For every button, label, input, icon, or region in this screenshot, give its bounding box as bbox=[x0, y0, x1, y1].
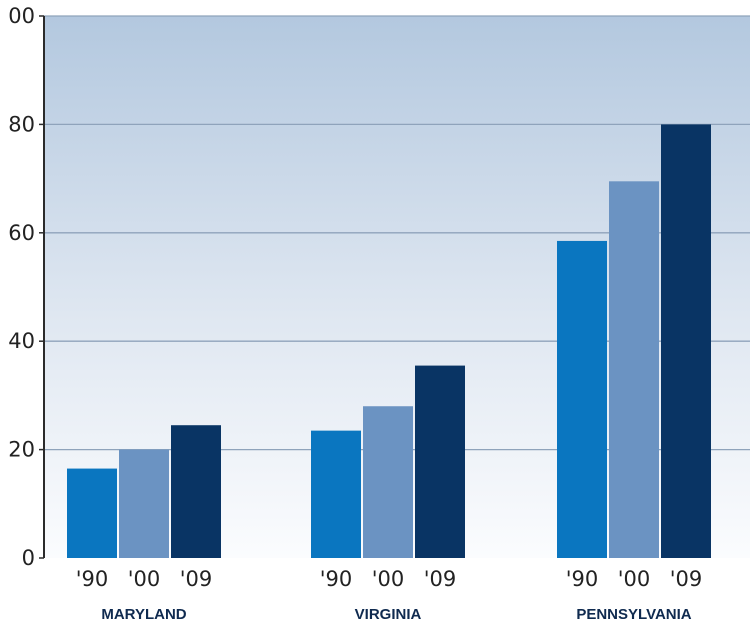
x-tick-label: '90 bbox=[566, 567, 599, 591]
y-tick-label: 0 bbox=[22, 546, 35, 570]
x-tick-label: '00 bbox=[618, 567, 651, 591]
x-tick-label: '00 bbox=[372, 567, 405, 591]
y-tick-label: 80 bbox=[8, 112, 35, 136]
bar bbox=[171, 425, 221, 558]
bar bbox=[363, 406, 413, 558]
x-tick-label: '90 bbox=[76, 567, 109, 591]
x-tick-label: '09 bbox=[670, 567, 703, 591]
bar bbox=[119, 449, 169, 558]
x-tick-label: '00 bbox=[128, 567, 161, 591]
x-tick-label: '09 bbox=[180, 567, 213, 591]
bar bbox=[311, 430, 361, 558]
category-label: MARYLAND bbox=[101, 606, 186, 623]
category-label: PENNSYLVANIA bbox=[576, 606, 691, 623]
y-tick-label: 00 bbox=[8, 4, 35, 28]
bar bbox=[415, 365, 465, 558]
bar bbox=[557, 240, 607, 558]
category-label: VIRGINIA bbox=[355, 606, 422, 623]
y-tick-label: 20 bbox=[8, 438, 35, 462]
bar bbox=[67, 468, 117, 558]
x-tick-label: '90 bbox=[320, 567, 353, 591]
y-tick-label: 40 bbox=[8, 329, 35, 353]
bar bbox=[661, 124, 711, 559]
x-tick-label: '09 bbox=[424, 567, 457, 591]
bar bbox=[609, 181, 659, 558]
y-tick-label: 60 bbox=[8, 221, 35, 245]
